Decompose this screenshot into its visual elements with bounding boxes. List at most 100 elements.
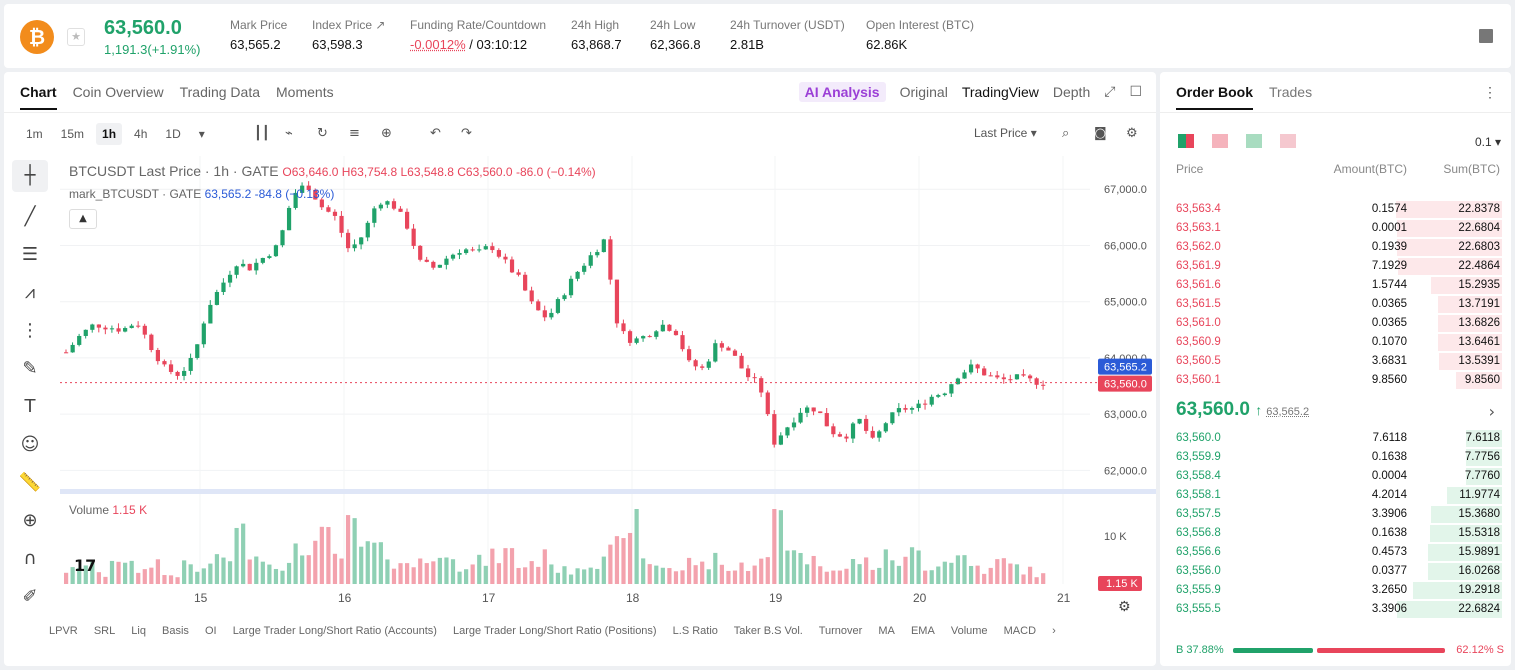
bid-row[interactable]: 63,556.6 0.4573 15.9891	[1176, 543, 1502, 562]
link-oi[interactable]: OI	[205, 625, 217, 637]
candle-body	[509, 259, 515, 273]
volume-bar	[411, 567, 416, 584]
volume-bar	[614, 536, 620, 584]
link-macd[interactable]: MACD	[1003, 625, 1037, 637]
bid-row[interactable]: 63,555.9 3.2650 19.2918	[1176, 581, 1502, 600]
stat-index-price[interactable]: Index Price ↗ 63,598.3	[312, 18, 386, 52]
pattern-icon[interactable]: ⩘	[24, 282, 36, 303]
candle-body	[660, 324, 665, 332]
ask-row[interactable]: 63,563.4 0.1574 22.8378	[1176, 200, 1502, 219]
candle-type-icon[interactable]: ┃┃	[254, 126, 270, 141]
crosshair-icon[interactable]: ┼	[12, 160, 48, 192]
price-chart[interactable]: 67,000.066,000.065,000.064,000.063,000.0…	[60, 156, 1156, 614]
collapse-legend-button[interactable]: ▲	[69, 209, 97, 229]
bid-row[interactable]: 63,557.5 3.3906 15.3680	[1176, 505, 1502, 524]
mode-both-icon[interactable]	[1178, 134, 1194, 148]
ask-row[interactable]: 63,560.1 9.8560 9.8560	[1176, 371, 1502, 390]
interval-15m[interactable]: 15m	[60, 127, 85, 141]
ask-row[interactable]: 63,561.5 0.0365 13.7191	[1176, 295, 1502, 314]
ask-row[interactable]: 63,561.0 0.0365 13.6826	[1176, 314, 1502, 333]
zoom-in-icon[interactable]: ⊕	[22, 510, 38, 531]
chart-settings-icon[interactable]: ⚙	[1118, 599, 1131, 615]
link-basis[interactable]: Basis	[162, 625, 189, 637]
ask-row[interactable]: 63,561.6 1.5744 15.2935	[1176, 276, 1502, 295]
link-lt-positions[interactable]: Large Trader Long/Short Ratio (Positions…	[452, 625, 657, 637]
mode-bids-icon[interactable]	[1246, 134, 1262, 148]
text-icon[interactable]: T	[24, 396, 36, 417]
stat-funding-rate[interactable]: Funding Rate/Countdown -0.0012% / 03:10:1…	[410, 18, 547, 52]
bid-row[interactable]: 63,556.0 0.0377 16.0268	[1176, 562, 1502, 581]
emoji-icon[interactable]: ☺	[20, 434, 40, 455]
magnet-icon[interactable]: ∩	[23, 548, 37, 569]
row-amount: 0.4573	[1371, 546, 1407, 558]
ask-row[interactable]: 63,560.5 3.6831 13.5391	[1176, 352, 1502, 371]
ask-row[interactable]: 63,563.1 0.0001 22.6804	[1176, 219, 1502, 238]
candle-body	[772, 414, 777, 445]
search-icon[interactable]: ⌕	[1062, 126, 1070, 141]
interval-1d[interactable]: 1D	[165, 127, 181, 141]
precision-select[interactable]: 0.1 ▾	[1474, 135, 1501, 149]
link-ma[interactable]: MA	[878, 625, 895, 637]
bid-row[interactable]: 63,558.1 4.2014 11.9774	[1176, 486, 1502, 505]
ruler-icon[interactable]: 📏	[18, 472, 42, 493]
bid-row[interactable]: 63,559.9 0.1638 7.7756	[1176, 448, 1502, 467]
template-icon[interactable]: ≡	[349, 126, 360, 141]
chevron-right-icon[interactable]: ›	[1052, 625, 1056, 637]
book-icon[interactable]	[1479, 29, 1493, 43]
bid-row[interactable]: 63,558.4 0.0004 7.7760	[1176, 467, 1502, 486]
brush-icon[interactable]: ✎	[22, 358, 38, 379]
interval-1h[interactable]: 1h	[96, 123, 123, 145]
tab-trading-data[interactable]: Trading Data	[179, 84, 261, 100]
add-alert-icon[interactable]: ⊕	[381, 126, 392, 141]
more-menu-icon[interactable]: ⋮	[1483, 84, 1497, 100]
ask-row[interactable]: 63,560.9 0.1070 13.6461	[1176, 333, 1502, 352]
fib-icon[interactable]: ⋮	[21, 320, 39, 341]
link-turnover[interactable]: Turnover	[818, 625, 863, 637]
link-lt-accounts[interactable]: Large Trader Long/Short Ratio (Accounts)	[232, 625, 437, 637]
view-tradingview[interactable]: TradingView	[961, 84, 1039, 100]
bid-row[interactable]: 63,560.0 7.6118 7.6118	[1176, 429, 1502, 448]
horizontal-lines-icon[interactable]: ☰	[21, 244, 39, 265]
row-price: 63,561.0	[1176, 317, 1221, 329]
tab-coin-overview[interactable]: Coin Overview	[72, 84, 164, 100]
window-icon[interactable]: ☐	[1129, 84, 1142, 100]
ask-row[interactable]: 63,561.9 7.1929 22.4864	[1176, 257, 1502, 276]
link-srl[interactable]: SRL	[93, 625, 116, 637]
tab-order-book[interactable]: Order Book	[1176, 84, 1254, 110]
tab-moments[interactable]: Moments	[276, 84, 334, 100]
interval-4h[interactable]: 4h	[134, 127, 148, 141]
bid-row[interactable]: 63,555.5 3.3906 22.6824	[1176, 600, 1502, 619]
mode-asks-icon[interactable]	[1212, 134, 1228, 148]
bid-row[interactable]: 63,556.8 0.1638 15.5318	[1176, 524, 1502, 543]
candle-body	[378, 204, 383, 209]
link-liq[interactable]: Liq	[131, 625, 146, 637]
view-original[interactable]: Original	[899, 84, 948, 100]
price-source-select[interactable]: Last Price ▾	[974, 126, 1037, 140]
favorite-star-icon[interactable]: ★	[67, 28, 85, 46]
ask-row[interactable]: 63,562.0 0.1939 22.6803	[1176, 238, 1502, 257]
expand-icon[interactable]: ⤢	[1104, 84, 1116, 100]
view-depth[interactable]: Depth	[1052, 84, 1091, 100]
volume-bar	[850, 559, 856, 584]
undo-icon[interactable]: ↶	[430, 126, 441, 141]
link-ema[interactable]: EMA	[910, 625, 935, 637]
link-ls-ratio[interactable]: L.S Ratio	[672, 625, 718, 637]
link-lpvr[interactable]: LPVR	[49, 625, 78, 637]
mode-split-icon[interactable]	[1280, 134, 1296, 148]
candle-body	[182, 370, 187, 376]
interval-1m[interactable]: 1m	[26, 127, 43, 141]
trend-line-icon[interactable]: ╱	[24, 206, 36, 227]
redo-icon[interactable]: ↷	[461, 126, 472, 141]
tab-trades[interactable]: Trades	[1269, 84, 1313, 100]
pencil-icon[interactable]: ✐	[22, 586, 38, 607]
chevron-right-icon[interactable]: ›	[1488, 402, 1495, 421]
link-volume[interactable]: Volume	[950, 625, 988, 637]
indicator-icon[interactable]: ⌁	[285, 126, 293, 141]
link-taker-vol[interactable]: Taker B.S Vol.	[733, 625, 803, 637]
ai-analysis-button[interactable]: AI Analysis	[798, 82, 886, 102]
chevron-down-icon[interactable]: ▾	[198, 127, 205, 141]
tab-chart[interactable]: Chart	[20, 84, 57, 110]
gear-icon[interactable]: ⚙	[1126, 126, 1138, 141]
camera-icon[interactable]: ◙	[1094, 126, 1107, 141]
replay-icon[interactable]: ↻	[317, 126, 328, 141]
